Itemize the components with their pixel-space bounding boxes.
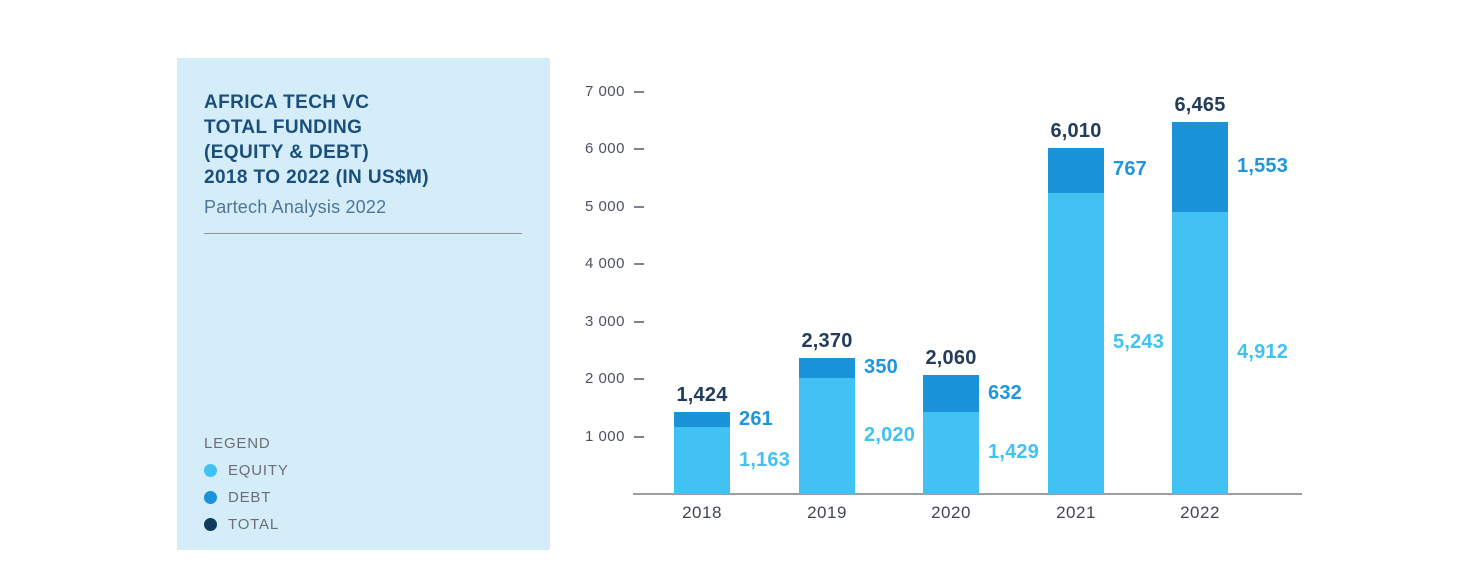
equity-value-label: 2,020	[864, 423, 916, 446]
total-dot-icon	[204, 518, 217, 531]
legend-item-total: TOTAL	[204, 516, 289, 533]
total-value-label: 1,424	[676, 384, 728, 407]
chart-title-line: AFRICA TECH VC	[204, 92, 370, 113]
bar-debt-2019	[799, 357, 855, 378]
x-axis-category-label: 2018	[682, 503, 722, 522]
debt-dot-icon	[204, 491, 217, 504]
y-axis-tick-mark	[634, 263, 644, 265]
bar-debt-2022	[1172, 122, 1228, 212]
y-axis-tick-mark	[634, 205, 644, 208]
legend-item-label: DEBT	[228, 489, 272, 506]
total-value-label: 6,465	[1174, 94, 1226, 117]
x-axis-category-label: 2019	[807, 503, 847, 522]
debt-value-label: 632	[988, 381, 1022, 404]
chart-title-line: (EQUITY & DEBT)	[204, 142, 370, 163]
bar-equity-2020	[923, 411, 979, 494]
x-axis-category-label: 2022	[1180, 503, 1220, 522]
bar-debt-2020	[923, 375, 979, 412]
x-axis-line	[633, 493, 1302, 495]
equity-value-label: 4,912	[1237, 340, 1289, 363]
bar-equity-2018	[674, 427, 730, 494]
equity-value-label: 5,243	[1113, 331, 1165, 354]
y-axis-tick-label: 1 000	[584, 427, 625, 445]
chart-title-line: TOTAL FUNDING	[204, 117, 363, 138]
info-panel-content: AFRICA TECH VC TOTAL FUNDING (EQUITY & D…	[204, 90, 524, 234]
y-axis-tick-label: 4 000	[584, 255, 625, 272]
bar-debt-2021	[1048, 148, 1104, 193]
bar-equity-2019	[799, 377, 855, 494]
total-value-label: 2,370	[801, 329, 853, 352]
legend: LEGEND EQUITY DEBT TOTAL	[204, 435, 289, 533]
y-axis-tick-mark	[634, 435, 644, 438]
legend-item-label: EQUITY	[228, 462, 289, 479]
debt-value-label: 1,553	[1237, 154, 1289, 177]
y-axis-tick-mark	[634, 148, 644, 150]
y-axis-tick-label: 7 000	[584, 82, 625, 100]
chart-subtitle: Partech Analysis 2022	[204, 197, 387, 217]
chart-title-line: 2018 TO 2022 (IN US$M)	[204, 167, 429, 188]
y-axis-tick-label: 6 000	[584, 140, 625, 157]
debt-value-label: 350	[864, 355, 898, 378]
total-value-label: 6,010	[1050, 120, 1102, 143]
divider-line	[204, 233, 522, 234]
equity-value-label: 1,163	[739, 448, 791, 471]
y-axis-tick-label: 3 000	[584, 312, 625, 330]
debt-value-label: 261	[739, 407, 773, 430]
legend-heading: LEGEND	[204, 435, 271, 452]
info-panel: AFRICA TECH VC TOTAL FUNDING (EQUITY & D…	[177, 58, 550, 550]
legend-item-label: TOTAL	[228, 516, 279, 533]
y-axis-tick-mark	[634, 90, 644, 93]
y-axis-tick-label: 2 000	[584, 370, 625, 387]
debt-value-label: 767	[1113, 158, 1147, 181]
legend-item-equity: EQUITY	[204, 462, 289, 479]
x-axis-category-label: 2020	[931, 503, 971, 522]
bar-equity-2021	[1048, 192, 1104, 494]
x-axis-category-label: 2021	[1056, 503, 1096, 522]
total-value-label: 2,060	[925, 347, 977, 370]
legend-item-debt: DEBT	[204, 489, 289, 506]
bar-equity-2022	[1172, 211, 1228, 494]
bar-debt-2018	[674, 412, 730, 428]
y-axis-tick-label: 5 000	[584, 197, 625, 215]
equity-value-label: 1,429	[988, 440, 1040, 463]
equity-dot-icon	[204, 464, 217, 477]
y-axis-tick-mark	[634, 378, 644, 380]
y-axis-tick-mark	[634, 320, 644, 323]
